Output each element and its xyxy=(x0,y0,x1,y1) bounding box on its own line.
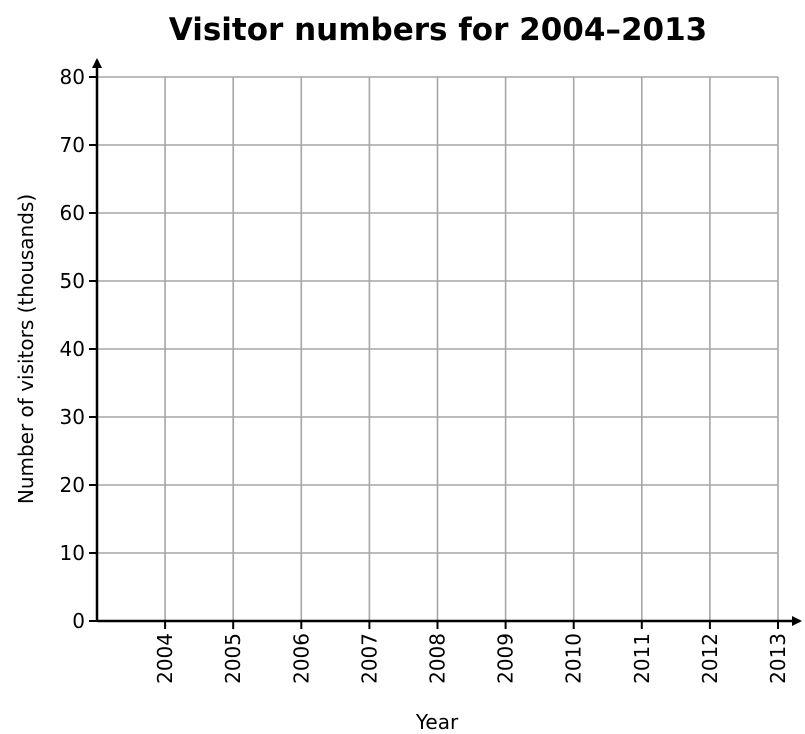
x-tick-label: 2012 xyxy=(698,633,722,684)
x-axis-ticks: 2004 2005 2006 2007 2008 2009 2010 2011 2012 2013 xyxy=(153,621,790,684)
y-tick-label: 50 xyxy=(60,269,85,293)
x-tick-label: 2005 xyxy=(221,633,245,684)
x-tick-label: 2009 xyxy=(494,633,518,684)
y-tick-label: 40 xyxy=(60,337,85,361)
y-axis-label: Number of visitors (thousands) xyxy=(14,194,38,504)
x-tick-label: 2004 xyxy=(153,633,177,684)
y-tick-label: 10 xyxy=(60,541,85,565)
x-tick-label: 2006 xyxy=(289,633,313,684)
y-tick-label: 0 xyxy=(72,609,85,633)
y-tick-label: 30 xyxy=(60,405,85,429)
x-tick-label: 2008 xyxy=(426,633,450,684)
x-tick-label: 2011 xyxy=(630,633,654,684)
chart-title: Visitor numbers for 2004–2013 xyxy=(169,12,707,48)
x-tick-label: 2010 xyxy=(562,633,586,684)
grid xyxy=(97,76,779,621)
y-tick-label: 80 xyxy=(60,65,85,89)
y-axis-ticks: 0 10 20 30 40 50 60 70 80 xyxy=(60,65,97,633)
y-tick-label: 20 xyxy=(60,473,85,497)
x-tick-label: 2007 xyxy=(357,633,381,684)
x-tick-label: 2013 xyxy=(766,633,790,684)
y-tick-label: 70 xyxy=(60,133,85,157)
y-tick-label: 60 xyxy=(60,201,85,225)
x-axis-label: Year xyxy=(415,710,459,734)
